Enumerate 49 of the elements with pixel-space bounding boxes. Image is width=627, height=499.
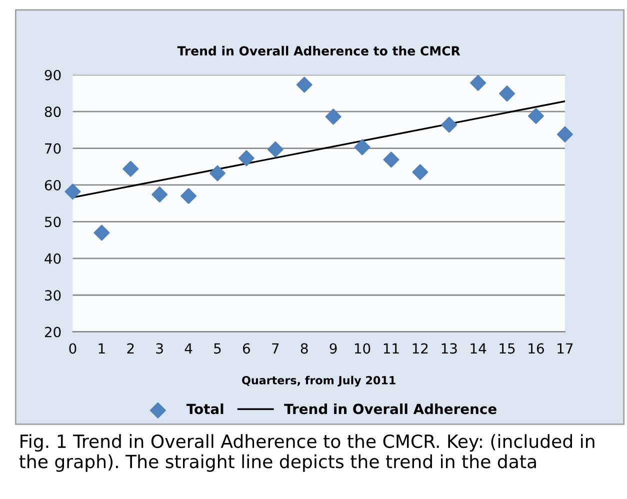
x-tick-label: 15: [500, 343, 515, 354]
x-tick-label: 10: [354, 343, 370, 354]
point: [556, 126, 573, 142]
point: [152, 186, 168, 203]
caption: Fig. 1 Trend in Overall Adherence to the CMCR. Key: (included in the graph). The straight line depicts the trend in the data: [19, 434, 594, 472]
x-tick-label: 7: [272, 343, 279, 354]
y-tick-label: 30: [45, 290, 61, 301]
x-tick-label: 8: [300, 343, 308, 354]
x-tick-label: 14: [470, 343, 486, 354]
x-tick-label: 12: [412, 343, 428, 354]
point: [354, 139, 370, 156]
x-tick-label: 6: [243, 343, 250, 354]
legend-label: Trend in Overall Adherence: [284, 403, 496, 414]
point: [412, 164, 428, 180]
point: [528, 108, 544, 124]
x-tick-label: 3: [156, 343, 163, 354]
point: [64, 184, 81, 200]
point: [94, 224, 110, 241]
x-tick-label: 4: [184, 343, 192, 354]
legend-label: Total: [186, 403, 224, 414]
y-tick-label: 40: [44, 253, 61, 264]
point: [383, 152, 400, 168]
point: [210, 165, 226, 182]
point: [122, 160, 139, 177]
point: [325, 108, 342, 125]
x-tick-label: 5: [214, 343, 221, 354]
x-tick-label: 1: [98, 343, 105, 354]
x-tick-label: 11: [384, 343, 399, 354]
x-tick-label: 13: [442, 343, 457, 354]
y-tick-label: 90: [44, 70, 61, 80]
y-tick-label: 20: [44, 326, 61, 338]
y-tick-label: 80: [44, 106, 61, 118]
y-tick-label: 60: [44, 180, 61, 190]
y-tick-label: 50: [45, 216, 61, 228]
chart-title: Trend in Overall Adherence to the CMCR: [177, 46, 460, 56]
point: [238, 150, 254, 166]
x-tick-label: 17: [558, 343, 573, 354]
point: [180, 188, 197, 204]
point: [470, 74, 486, 91]
point: [267, 141, 284, 158]
x-tick-label: 16: [528, 343, 544, 354]
x-tick-label: 9: [330, 343, 337, 354]
point: [296, 76, 312, 93]
point: [499, 86, 515, 102]
x-tick-label: 2: [127, 343, 134, 354]
point: [441, 116, 458, 133]
x-axis-title: Quarters, from July 2011: [242, 376, 396, 387]
y-tick-label: 70: [45, 143, 61, 154]
x-tick-label: 0: [69, 343, 76, 354]
